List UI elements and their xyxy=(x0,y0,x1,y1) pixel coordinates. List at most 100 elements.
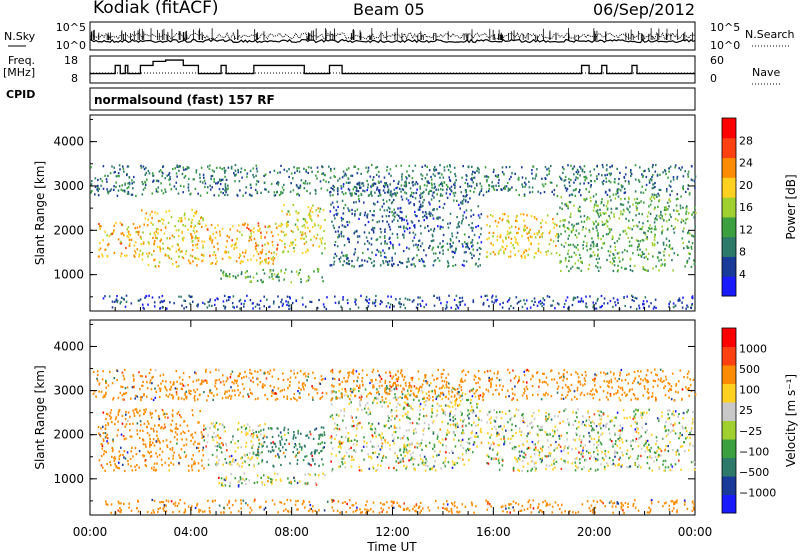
xtick-label: 04:00 xyxy=(174,525,209,539)
nave-label: Nave xyxy=(752,66,781,79)
N.Search-line xyxy=(89,31,696,41)
power-cbar-swatch xyxy=(722,118,736,139)
power-cbar-tick: 24 xyxy=(739,157,753,170)
power-cbar-tick: 20 xyxy=(739,179,753,192)
power-cbar-tick: 28 xyxy=(739,134,753,147)
vel-cbar-swatch xyxy=(722,383,736,403)
cpid-panel-frame xyxy=(89,87,696,111)
power-cbar-tick: 16 xyxy=(739,201,753,214)
power-panel-region-4 xyxy=(220,268,324,284)
velocity-panel-region-1 xyxy=(203,421,266,468)
nave-ytick-top: 60 xyxy=(710,54,724,67)
vel-cbar-swatch xyxy=(722,346,736,366)
vel-cbar-swatch xyxy=(722,439,736,458)
vel-cbar-swatch xyxy=(722,365,736,384)
power-ytick-label: 3000 xyxy=(53,179,84,193)
vel-cbar-swatch xyxy=(722,328,736,347)
power-layer xyxy=(90,163,697,311)
xtick-label: 00:00 xyxy=(73,525,108,539)
power-panel-region-2 xyxy=(203,222,280,265)
power-ytick-label: 4000 xyxy=(53,135,84,149)
vel-cbar-label: Velocity [m s⁻¹] xyxy=(784,374,798,467)
noise-layer: 10^5 10^0 10^5 10^0 xyxy=(56,21,740,52)
vel-cbar-frame xyxy=(721,327,737,514)
vel-cbar-tick: −1000 xyxy=(739,486,776,499)
vel-ytick-label: 2000 xyxy=(53,428,84,442)
power-panel-region-0 xyxy=(97,221,142,258)
vel-cbar-swatch xyxy=(722,494,736,514)
noise-panel-frame xyxy=(89,21,696,51)
vel-ytick-label: 4000 xyxy=(53,339,84,353)
power-cbar-tick: 12 xyxy=(739,223,753,236)
vel-cbar-tick: −100 xyxy=(739,445,769,458)
freq-ytick-top: 18 xyxy=(64,54,78,67)
power-ylabel: Slant Range [km] xyxy=(33,161,47,265)
N.Sky-line xyxy=(89,38,696,44)
power-cbar-swatch xyxy=(722,177,736,198)
vel-cbar-swatch xyxy=(722,457,736,477)
vel-cbar-tick: −500 xyxy=(739,466,769,479)
freq-layer: 18 8 60 0 xyxy=(64,54,724,85)
xtick-label: 16:00 xyxy=(476,525,511,539)
cpid-label: CPID xyxy=(6,88,36,101)
power-panel-region-9 xyxy=(90,163,697,197)
power-ytick-label: 1000 xyxy=(53,268,84,282)
velocity-panel-region-2 xyxy=(255,426,326,468)
power-panel-region-5 xyxy=(329,181,483,268)
power-cbar-tick: 4 xyxy=(739,268,746,281)
velocity-panel-region-7 xyxy=(92,368,697,402)
power-cbar-swatch xyxy=(722,216,736,238)
vel-cbar-tick: −25 xyxy=(739,425,762,438)
velocity-panel-region-3 xyxy=(218,472,326,488)
velocity-panel-region-0 xyxy=(97,408,205,473)
power-cbar-swatch xyxy=(722,137,736,159)
vel-cbar-tick: 100 xyxy=(739,384,760,397)
vel-cbar-tick: 1000 xyxy=(739,343,767,356)
nsky-label: N.Sky xyxy=(4,30,36,43)
freq-panel-frame xyxy=(89,55,696,84)
power-cbar-swatch xyxy=(722,157,736,178)
noise-ytick-right-bottom: 10^0 xyxy=(710,39,740,52)
xtick-label: 20:00 xyxy=(577,525,612,539)
power-panel-region-6 xyxy=(485,213,558,259)
noise-ytick-right-top: 10^5 xyxy=(710,21,740,34)
vel-cbar-swatch xyxy=(722,402,736,421)
xtick-label: 00:00 xyxy=(678,525,713,539)
power-cbar-swatch xyxy=(722,236,736,257)
velocity-panel-region-5 xyxy=(486,408,696,473)
vel-cbar-tick: 25 xyxy=(739,404,753,417)
program-label: normalsound (fast) 157 RF xyxy=(94,93,275,107)
power-cbar-tick: 8 xyxy=(739,246,746,259)
freq-label-2: [MHz] xyxy=(3,66,36,79)
xtick-label: 08:00 xyxy=(274,525,309,539)
velocity-panel-region-4 xyxy=(329,386,483,473)
power-cbar-frame xyxy=(721,117,737,297)
power-panel-region-3 xyxy=(279,203,326,255)
power-cbar-swatch xyxy=(722,197,736,218)
freq-step-line xyxy=(90,59,695,75)
vel-cbar-swatch xyxy=(722,420,736,440)
power-cbar-label: Power [dB] xyxy=(784,174,798,239)
vel-cbar-swatch xyxy=(722,476,736,495)
noise-ytick-left-top: 10^5 xyxy=(56,21,86,34)
power-panel-region-7 xyxy=(556,194,697,273)
freq-label-1: Freq. xyxy=(8,54,36,67)
vel-ylabel: Slant Range [km] xyxy=(33,365,47,469)
vel-ytick-label: 1000 xyxy=(53,472,84,486)
colorbars: 4 8 12 16 20 24 28 Power [dB] 1000 500 100 25 −25 −10… xyxy=(721,117,798,514)
vel-cbar-tick: 500 xyxy=(739,363,760,376)
power-ytick-label: 2000 xyxy=(53,223,84,237)
velocity-panel-region-6 xyxy=(105,498,695,515)
date-title: 06/Sep/2012 xyxy=(593,0,696,19)
power-cbar-swatch xyxy=(722,276,736,297)
nsearch-label: N.Search xyxy=(745,28,795,41)
power-panel-region-1 xyxy=(140,208,205,268)
xtick-label: 12:00 xyxy=(375,525,410,539)
freq-ytick-bottom: 8 xyxy=(71,72,78,85)
noise-ytick-left-bottom: 10^0 xyxy=(56,39,86,52)
nave-ytick-bottom: 0 xyxy=(710,72,717,85)
power-cbar-swatch xyxy=(722,256,736,277)
velocity-layer xyxy=(92,368,697,515)
axes-layer: 1000 2000 3000 4000 Slant Range [km] 1000 2000… xyxy=(33,118,713,554)
